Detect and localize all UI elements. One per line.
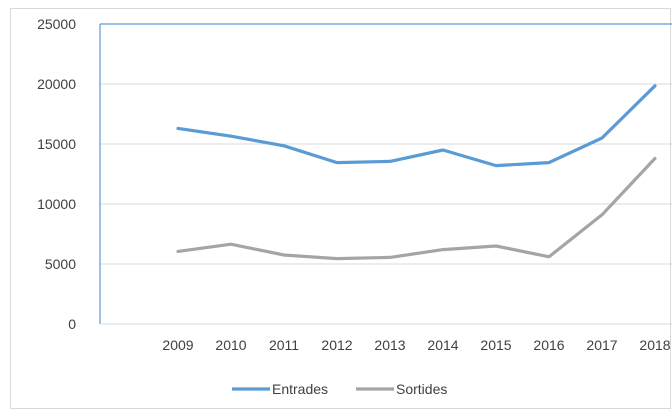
x-tick-label: 2011 xyxy=(269,337,299,353)
y-tick-label: 0 xyxy=(68,316,76,332)
legend: Entrades Sortides xyxy=(232,381,447,397)
x-tick-label: 2009 xyxy=(162,337,193,353)
y-tick-label: 15000 xyxy=(37,136,76,152)
legend-label-sortides: Sortides xyxy=(396,381,447,397)
x-tick-label: 2012 xyxy=(321,337,352,353)
legend-label-entrades: Entrades xyxy=(272,381,328,397)
x-tick-label: 2016 xyxy=(533,337,564,353)
x-tick-label: 2010 xyxy=(215,337,246,353)
series-line-sortides xyxy=(176,156,657,261)
x-tick-label: 2017 xyxy=(586,337,617,353)
x-tick-label: 2014 xyxy=(427,337,458,353)
axes xyxy=(99,23,672,325)
x-tick-label: 2013 xyxy=(374,337,405,353)
x-tick-label: 2015 xyxy=(480,337,511,353)
y-tick-label: 25000 xyxy=(37,16,76,32)
x-tick-label: 2018 xyxy=(639,337,670,353)
series-lines xyxy=(176,84,657,261)
gridlines xyxy=(100,83,672,265)
series-line-entrades xyxy=(176,84,657,168)
y-tick-label: 20000 xyxy=(37,76,76,92)
y-tick-label: 10000 xyxy=(37,196,76,212)
y-tick-label: 5000 xyxy=(45,256,76,272)
y-axis-ticks: 0 5000 10000 15000 20000 25000 xyxy=(37,16,76,332)
x-axis-ticks: 2009 2010 2011 2012 2013 2014 2015 2016 2017 2018 xyxy=(162,337,670,353)
chart-frame xyxy=(10,8,671,409)
